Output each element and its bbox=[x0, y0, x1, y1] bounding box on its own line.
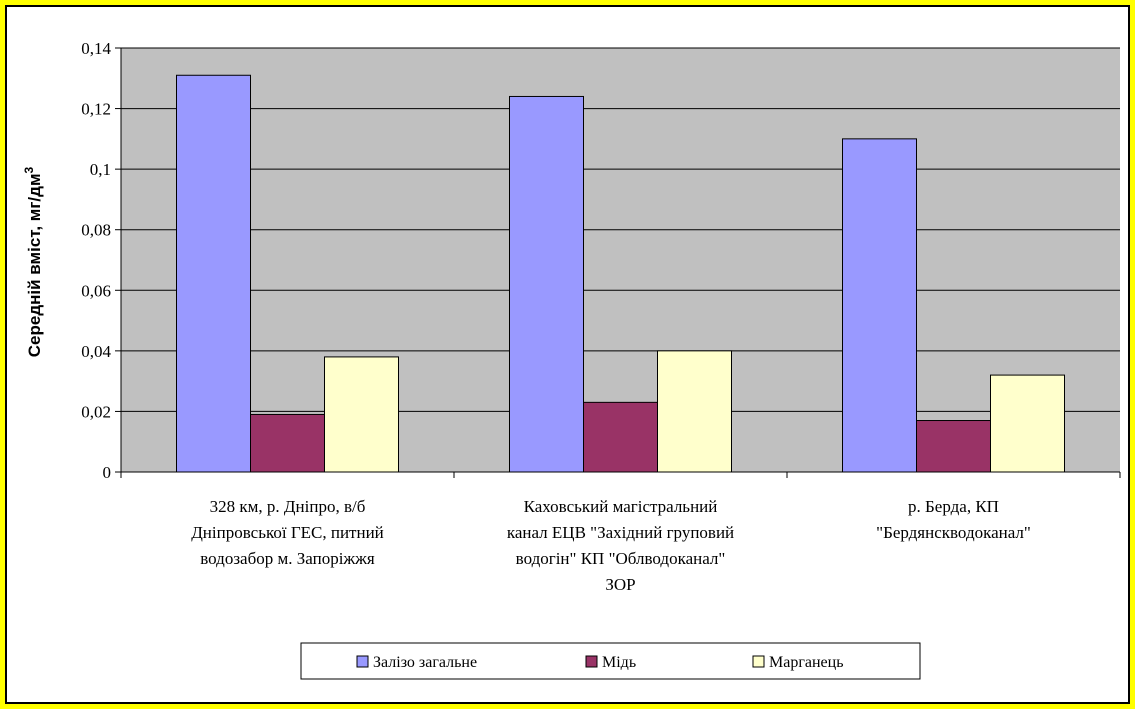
legend-box bbox=[300, 642, 921, 680]
bar-manganese-2 bbox=[657, 350, 732, 473]
legend-label: Залізо загальне bbox=[373, 654, 477, 671]
category-label: 328 км, р. Дніпро, в/б Дніпровської ГЕС, … bbox=[191, 497, 384, 568]
y-tick-label: 0,1 bbox=[90, 160, 111, 179]
legend: Залізо загальне Мідь Марганець bbox=[300, 642, 921, 680]
bar-copper-2 bbox=[583, 401, 658, 473]
y-tick-label: 0 bbox=[103, 463, 112, 482]
legend-swatch bbox=[752, 655, 765, 668]
gridlines bbox=[121, 47, 1120, 412]
legend-label: Марганець bbox=[769, 654, 844, 671]
bar-manganese-3 bbox=[990, 374, 1065, 473]
bar-manganese-1 bbox=[324, 356, 399, 473]
bar-chart: 0 0,02 0,04 0,06 0,08 0,1 0,12 0,14 328 км, р. … bbox=[22, 39, 1121, 680]
bar-iron-2 bbox=[509, 95, 584, 473]
y-axis-label: Середній вміст, мг/дм3 bbox=[22, 166, 44, 357]
bar-iron-1 bbox=[176, 74, 251, 473]
legend-swatch bbox=[585, 655, 598, 668]
y-tick-labels: 0 0,02 0,04 0,06 0,08 0,1 0,12 0,14 bbox=[81, 39, 111, 482]
x-category-labels: 328 км, р. Дніпро, в/б Дніпровської ГЕС, … bbox=[191, 497, 1031, 594]
y-axis-label-superscript: 3 bbox=[22, 166, 36, 173]
axes bbox=[115, 47, 1121, 478]
y-tick-label: 0,04 bbox=[81, 342, 111, 361]
y-tick-label: 0,06 bbox=[81, 281, 111, 300]
y-tick-label: 0,12 bbox=[81, 100, 111, 119]
bar-iron-3 bbox=[842, 138, 917, 473]
bar-copper-1 bbox=[250, 413, 325, 473]
category-label: р. Берда, КП "Бердянскводоканал" bbox=[876, 497, 1031, 542]
y-axis-label-text: Середній вміст, мг/дм bbox=[25, 173, 44, 357]
category-label: Каховський магістральний канал ЕЦВ "Захід… bbox=[507, 497, 734, 594]
plot-area bbox=[121, 48, 1120, 472]
bar-copper-3 bbox=[916, 420, 991, 473]
y-tick-label: 0,02 bbox=[81, 402, 111, 421]
y-tick-label: 0,08 bbox=[81, 221, 111, 240]
legend-label: Мідь bbox=[602, 654, 636, 671]
legend-swatch bbox=[356, 655, 369, 668]
chart-frame: 0 0,02 0,04 0,06 0,08 0,1 0,12 0,14 328 км, р. … bbox=[5, 5, 1130, 704]
y-tick-label: 0,14 bbox=[81, 39, 111, 58]
